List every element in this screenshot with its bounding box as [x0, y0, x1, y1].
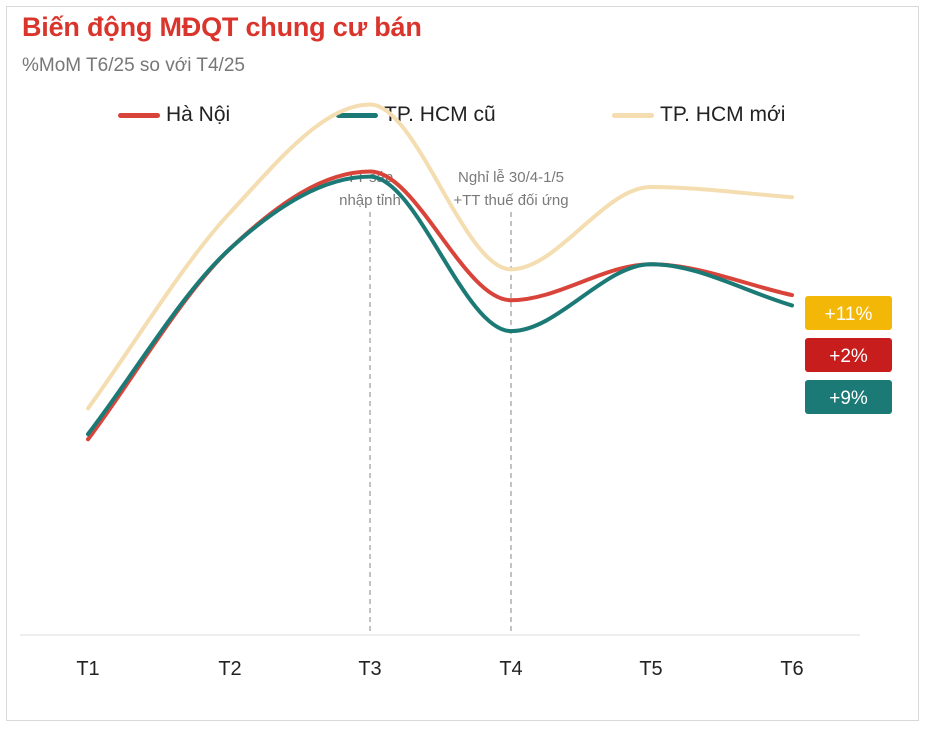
legend-swatch-tp-hcm-moi [612, 112, 654, 118]
end-badge: +2% [805, 338, 892, 372]
legend-label-tp-hcm-moi: TP. HCM mới [660, 103, 786, 126]
legend-label-tp-hcm-cu: TP. HCM cũ [384, 103, 496, 126]
legend-item-tp-hcm-moi: TP. HCM mới [612, 100, 785, 130]
legend: Hà Nội TP. HCM cũ TP. HCM mới [0, 100, 927, 130]
legend-item-tp-hcm-cu: TP. HCM cũ [336, 100, 496, 130]
chart-subtitle: %MoM T6/25 so với T4/25 [22, 55, 245, 76]
chart-frame [6, 6, 919, 721]
series-layer [86, 102, 794, 442]
x-tick-labels: T1 T2 T3 T4 T5 T6 [76, 658, 803, 680]
x-tick-label-t1: T1 [76, 658, 99, 680]
series-line-tp-hcm-moi [86, 102, 794, 411]
chart-title: Biến động MĐQT chung cư bán [22, 12, 422, 42]
x-tick-label-t4: T4 [499, 658, 522, 680]
series-line-ha-noi [86, 169, 794, 442]
annotation-text: Nghỉ lễ 30/4-1/5 [458, 169, 564, 186]
annotation-text: nhập tỉnh [339, 192, 401, 209]
end-badge-label: +11% [825, 304, 873, 325]
end-badge-box [805, 380, 892, 414]
x-tick-label-t2: T2 [218, 658, 241, 680]
x-tick-label-t5: T5 [639, 658, 662, 680]
end-badge: +11% [805, 296, 892, 330]
legend-label-ha-noi: Hà Nội [166, 103, 231, 126]
x-tick-label-t3: T3 [358, 658, 381, 680]
end-badge-label: +9% [829, 388, 868, 409]
end-badge-box [805, 338, 892, 372]
legend-swatch-tp-hcm-cu [336, 112, 378, 118]
legend-item-ha-noi: Hà Nội [118, 100, 230, 130]
annotation-text: +TT thuế đối ứng [453, 192, 568, 209]
x-tick-label-t6: T6 [780, 658, 803, 680]
legend-swatch-ha-noi [118, 112, 160, 118]
end-badge-box [805, 296, 892, 330]
series-line-tp-hcm-cu [86, 174, 794, 437]
end-badge-label: +2% [829, 346, 868, 367]
end-badges: +11% +2% +9% [805, 296, 892, 414]
end-badge: +9% [805, 380, 892, 414]
